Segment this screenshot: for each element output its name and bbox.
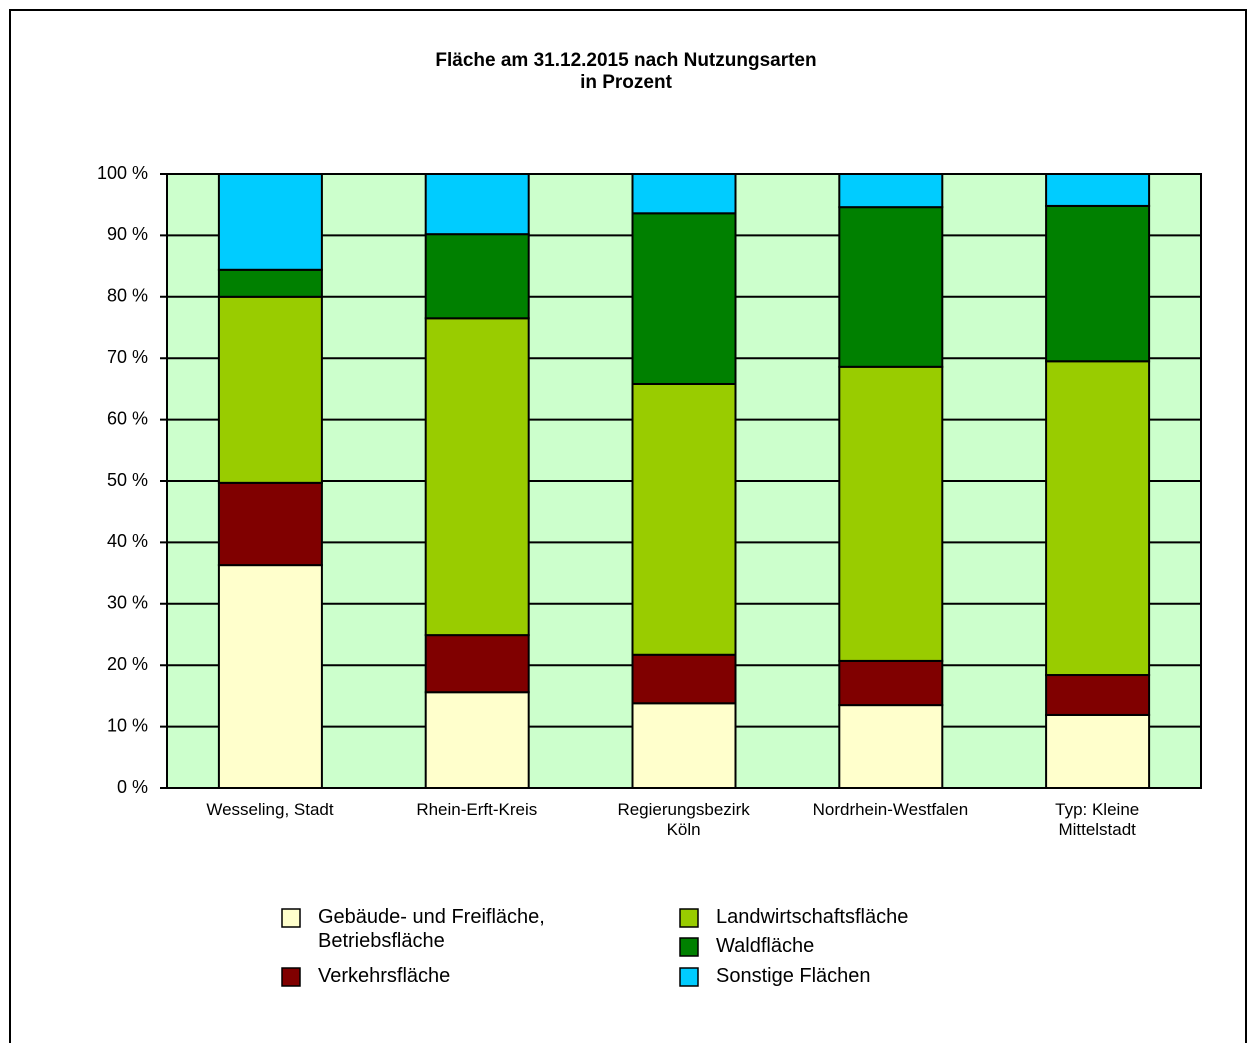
y-tick-label: 80 %	[107, 286, 148, 306]
x-tick-label: Regierungsbezirk Köln	[617, 800, 750, 839]
bar-segment	[217, 173, 323, 271]
y-tick-label: 60 %	[107, 408, 148, 428]
bar-segment	[1045, 360, 1151, 677]
chart-title: Fläche am 31.12.2015 nach Nutzungsarten …	[435, 50, 817, 93]
x-tick-label: Typ: Kleine Mittelstadt	[1055, 800, 1140, 839]
y-tick-label: 40 %	[107, 531, 148, 551]
legend-swatch	[679, 908, 699, 928]
x-tick-label: Nordrhein-Westfalen	[812, 800, 969, 819]
bar-segment	[1045, 713, 1151, 790]
bar-segment	[217, 481, 323, 567]
y-tick-label: 10 %	[107, 715, 148, 735]
bar-segment	[424, 317, 530, 637]
bar-segment	[838, 173, 944, 209]
bar-segment	[424, 634, 530, 694]
bar-segment	[838, 659, 944, 707]
legend-label: Sonstige Flächen	[716, 965, 871, 987]
bar-segment	[838, 365, 944, 662]
legend-swatch	[679, 937, 699, 957]
legend-swatch	[281, 967, 301, 987]
bar-segment	[424, 233, 530, 320]
bar-segment	[631, 212, 737, 385]
bar-segment	[838, 704, 944, 789]
bar-segment	[631, 702, 737, 790]
legend-label: Gebäude- und Freifläche, Betriebsfläche	[318, 906, 545, 952]
bar-segment	[838, 206, 944, 368]
bar-segment	[217, 268, 323, 298]
bar-segment	[1045, 204, 1151, 363]
legend-label: Verkehrsfläche	[318, 965, 451, 987]
plot-border	[166, 173, 1202, 789]
legend-swatch	[679, 967, 699, 987]
y-tick-label: 0 %	[117, 777, 148, 797]
bar-segment	[631, 382, 737, 656]
y-tick-label: 20 %	[107, 654, 148, 674]
bar-segment	[1045, 173, 1151, 207]
y-tick-label: 30 %	[107, 593, 148, 613]
bar-segment	[424, 691, 530, 789]
bar-segment	[1045, 674, 1151, 716]
bar-segment	[631, 653, 737, 705]
y-tick-label: 100 %	[97, 163, 148, 183]
legend-label: Landwirtschaftsfläche	[716, 906, 909, 928]
bar-segment	[631, 173, 737, 215]
x-tick-label: Rhein-Erft-Kreis	[416, 800, 538, 819]
y-tick-label: 70 %	[107, 347, 148, 367]
y-tick-label: 50 %	[107, 470, 148, 490]
legend-swatch	[281, 908, 301, 928]
y-tick-label: 90 %	[107, 224, 148, 244]
bar-segment	[424, 173, 530, 236]
legend-label: Waldfläche	[716, 935, 815, 957]
x-tick-label: Wesseling, Stadt	[206, 800, 334, 819]
bar-segment	[217, 295, 323, 484]
bar-segment	[217, 564, 323, 789]
